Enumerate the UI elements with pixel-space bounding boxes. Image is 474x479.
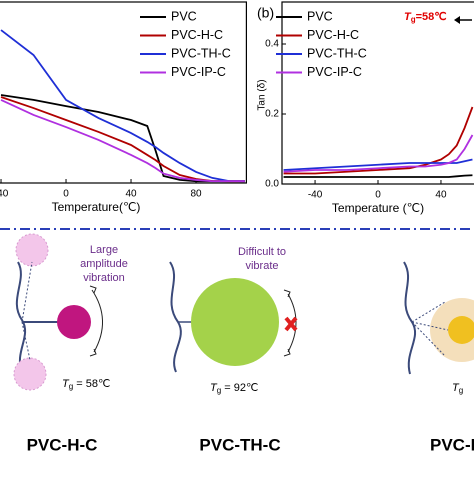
annotation-symbol: T [404,11,412,23]
legend-label: PVC [171,9,197,23]
bead [448,316,474,344]
x-axis-label: Temperature (℃) [332,201,424,215]
arrow-head [283,289,291,357]
arrow [287,293,297,353]
legend-label: PVC-H-C [307,28,359,42]
legend-label: PVC-TH-C [307,46,367,60]
note: amplitude [80,258,128,270]
tg-value: = 58℃ [73,378,110,390]
legend-label: PVC-IP-C [307,65,362,79]
legend-label: PVC-H-C [171,28,223,42]
x-tick-label: -40 [308,190,323,201]
x-tick-label: -40 [0,189,9,200]
tg-label: Tg [452,382,463,395]
ghost-bead [15,233,49,267]
panel-label: (b) [257,5,274,21]
chain [15,261,27,373]
plot-lines [283,106,474,178]
series-line [283,106,474,175]
annotation-text: =58℃ [416,11,447,23]
dotted-bond [411,301,446,323]
tg-label: Tg = 58℃ [62,378,110,391]
y-tick-label: 0.4 [265,39,279,50]
series-line [0,94,245,183]
annotation: Tg=58℃ [404,11,447,24]
annotation-sub: g [411,15,416,24]
tg-value: = 92℃ [221,382,258,394]
chain [169,261,182,373]
y-tick-label: 0.2 [265,109,279,120]
plot-frame [281,1,474,185]
plot-lines [0,29,245,183]
note: vibration [83,272,125,284]
bead [191,278,279,366]
panel-h-c: Large amplitude vibration Tg = 58℃ PVC-H… [13,233,128,454]
panel-name: PVC-IP-C [430,435,474,454]
series-line [0,96,245,183]
x-tick-label: 40 [435,190,447,201]
tg-symbol: T [452,382,460,394]
x-tick-label: 80 [190,189,202,200]
x-tick-label: 0 [375,190,381,201]
tg-sub: g [69,382,73,391]
series-line [283,174,473,178]
note: Large [90,244,118,256]
panel-name: PVC-H-C [27,435,98,454]
ghost-bead [13,357,47,391]
x-axis-label: Temperature(℃) [52,200,141,214]
chain [403,261,417,375]
legend-label: PVC-IP-C [171,65,226,79]
bead [57,305,91,339]
note: vibrate [245,260,278,272]
dotted-bond [21,321,31,361]
panel-th-c: Difficult to vibrate Tg = 92℃ PVC-TH-C [169,246,298,454]
x-tick-label: 40 [125,189,137,200]
panel-name: PVC-TH-C [199,435,280,454]
tg-symbol: T [62,378,70,390]
arrow [91,289,103,353]
tg-symbol: T [210,382,218,394]
series-line [283,158,473,171]
legend-label: PVC-TH-C [171,46,231,60]
dotted-bond [21,261,33,323]
series-line [0,99,245,183]
series-line [283,134,474,173]
tg-sub: g [217,386,221,395]
tg-sub: g [459,386,463,395]
y-tick-label: 0.0 [265,179,279,190]
cross [284,316,298,332]
arrow-head [89,285,97,357]
annotation-arrow-head [454,16,460,24]
panel-ip-c: Tg PVC-IP-C [403,261,474,454]
x-tick-label: 0 [63,189,69,200]
y-axis-label: Tan (δ) [257,79,268,110]
note: Difficult to [238,246,286,258]
tg-label: Tg = 92℃ [210,382,258,395]
series-line [0,29,245,183]
plot-frame [0,1,247,184]
legend-label: PVC [307,9,333,23]
